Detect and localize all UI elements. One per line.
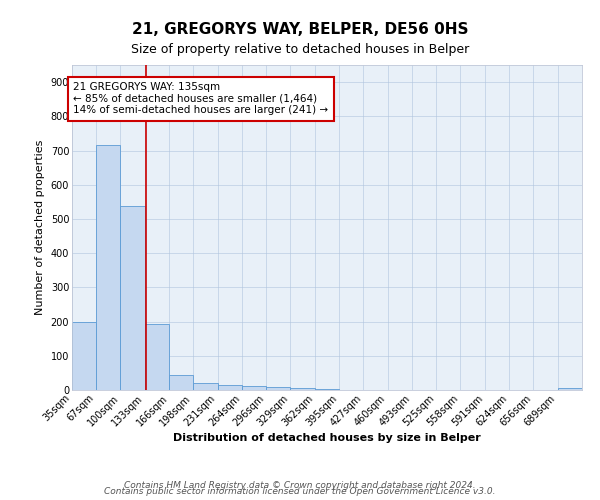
Bar — [557, 388, 582, 390]
Bar — [242, 386, 266, 390]
Bar — [290, 388, 315, 390]
Bar — [145, 324, 169, 390]
Text: Contains public sector information licensed under the Open Government Licence v3: Contains public sector information licen… — [104, 487, 496, 496]
X-axis label: Distribution of detached houses by size in Belper: Distribution of detached houses by size … — [173, 434, 481, 444]
Bar — [96, 146, 120, 390]
Bar — [266, 386, 290, 390]
Text: Contains HM Land Registry data © Crown copyright and database right 2024.: Contains HM Land Registry data © Crown c… — [124, 481, 476, 490]
Text: 21, GREGORYS WAY, BELPER, DE56 0HS: 21, GREGORYS WAY, BELPER, DE56 0HS — [132, 22, 468, 38]
Bar — [120, 206, 145, 390]
Text: Size of property relative to detached houses in Belper: Size of property relative to detached ho… — [131, 42, 469, 56]
Bar — [72, 322, 96, 390]
Text: 21 GREGORYS WAY: 135sqm
← 85% of detached houses are smaller (1,464)
14% of semi: 21 GREGORYS WAY: 135sqm ← 85% of detache… — [73, 82, 329, 116]
Bar — [169, 374, 193, 390]
Bar — [218, 385, 242, 390]
Y-axis label: Number of detached properties: Number of detached properties — [35, 140, 45, 315]
Bar — [193, 383, 218, 390]
